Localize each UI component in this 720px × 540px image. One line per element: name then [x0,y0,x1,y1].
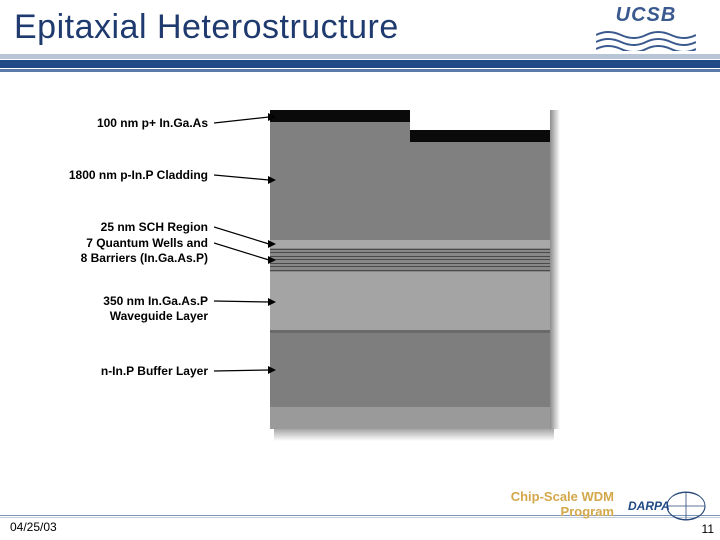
layer-cladding-left [270,122,410,240]
program-label: Chip-Scale WDM Program [511,490,614,520]
arrow-l1 [214,111,280,129]
arrow-l4 [214,237,280,266]
darpa-logo: DARPA [626,489,708,528]
label-l6: n-In.P Buffer Layer [101,364,208,379]
page-title: Epitaxial Heterostructure [14,8,399,47]
label-l5: 350 nm In.Ga.As.PWaveguide Layer [103,294,208,324]
layer-top-left-cap [270,110,410,122]
arrow-l5 [214,295,280,308]
label-l3: 25 nm SCH Region [101,220,208,235]
layer-qw-stripes [270,248,550,272]
layer-waveguide [270,272,550,330]
footer: Chip-Scale WDM Program DARPA 04/25/03 11 [0,490,720,540]
layer-buffer [270,333,550,407]
heterostructure-diagram: 100 nm p+ In.Ga.As 1800 nm p-In.P Claddin… [0,110,720,470]
label-l1: 100 nm p+ In.Ga.As [97,116,208,131]
layer-cladding-right [410,142,550,240]
label-l2: 1800 nm p-In.P Cladding [69,168,208,183]
footer-date: 04/25/03 [10,520,57,534]
page-number: 11 [702,522,714,536]
stack-shadow-bottom [274,429,554,441]
ucsb-logo: UCSB [586,4,706,56]
label-l4: 7 Quantum Wells and8 Barriers (In.Ga.As.… [81,236,208,266]
darpa-text: DARPA [628,499,670,513]
wave-icon [596,29,696,51]
arrow-l2 [214,169,280,186]
layer-top-right-cap [410,130,550,142]
header-bars [0,54,720,72]
stack-shadow-right [550,110,560,429]
ucsb-logo-text: UCSB [586,4,706,27]
arrow-l6 [214,364,280,377]
layer-substrate [270,407,550,429]
layer-sch-region [270,240,550,248]
header: Epitaxial Heterostructure UCSB [0,0,720,76]
